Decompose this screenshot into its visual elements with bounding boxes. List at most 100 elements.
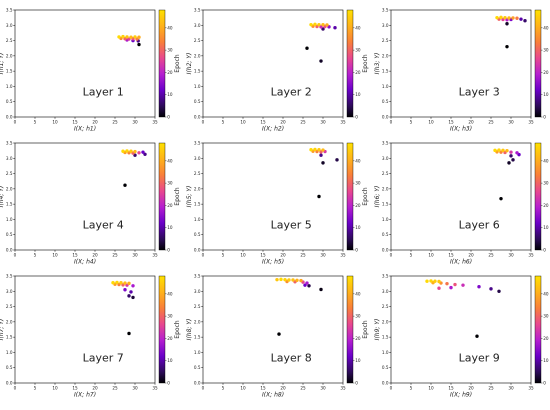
colorbar-tick-label: 40 [167, 25, 173, 30]
y-tick-label: 0.0 [6, 248, 13, 253]
data-point [111, 281, 115, 285]
y-tick-label: 1.5 [382, 335, 389, 340]
x-axis-label: I(X; h4) [74, 259, 96, 266]
x-tick-label: 30 [132, 253, 138, 258]
x-tick-label: 10 [240, 386, 246, 391]
x-axis-label: I(X; h9) [450, 392, 472, 399]
x-tick-label: 20 [92, 120, 98, 125]
colorbar-tick-label: 0 [167, 381, 170, 386]
x-tick-label: 5 [222, 120, 225, 125]
data-point [453, 282, 457, 287]
colorbar-tick-label: 10 [543, 225, 549, 230]
y-tick-label: 2.0 [6, 53, 13, 58]
data-point [133, 35, 137, 39]
x-tick-label: 10 [428, 253, 434, 258]
colorbar-tick-label: 30 [543, 181, 549, 186]
colorbar-tick-label: 40 [355, 25, 361, 30]
x-tick-label: 25 [300, 253, 306, 258]
colorbar-tick-label: 20 [355, 70, 361, 75]
colorbar-tick-label: 10 [355, 358, 361, 363]
x-tick-label: 0 [202, 120, 205, 125]
colorbar-label: Epoch [174, 187, 181, 206]
x-tick-label: 15 [72, 120, 78, 125]
x-tick-label: 0 [14, 120, 17, 125]
subplot-layer-2: 0 5 10 15 20 25 30 35 0.0 0.5 1.0 1.5 2.0 2.5 3.0 3.5 I(… [186, 8, 369, 133]
y-tick-label: 2.5 [194, 171, 201, 176]
data-point [123, 183, 127, 187]
colorbar-tick-label: 20 [543, 70, 549, 75]
x-tick-label: 35 [528, 253, 534, 258]
subplot-layer-8: 0 5 10 15 20 25 30 35 0.0 0.5 1.0 1.5 2.0 2.5 3.0 3.5 I(… [186, 274, 369, 399]
x-tick-label: 20 [468, 386, 474, 391]
x-tick-label: 25 [112, 120, 118, 125]
x-tick-label: 5 [410, 120, 413, 125]
colorbar-tick-label: 0 [355, 381, 358, 386]
data-point [319, 59, 323, 63]
data-point [319, 25, 323, 29]
y-tick-label: 1.5 [6, 202, 13, 207]
colorbar-label: Epoch [362, 187, 369, 206]
colorbar-tick-label: 40 [543, 291, 549, 296]
colorbar-tick-label: 0 [543, 115, 546, 120]
data-point [129, 149, 133, 153]
data-point [127, 331, 131, 336]
colorbar-tick-label: 30 [543, 314, 549, 319]
x-tick-label: 20 [92, 386, 98, 391]
colorbar-tick-label: 40 [543, 25, 549, 30]
data-point [129, 290, 133, 294]
x-tick-label: 10 [240, 253, 246, 258]
data-point [497, 289, 501, 293]
colorbar-tick-label: 30 [167, 181, 173, 186]
data-point [503, 15, 507, 20]
y-tick-label: 2.5 [382, 171, 389, 176]
data-point [433, 279, 437, 283]
colorbar-tick-label: 20 [167, 336, 173, 341]
x-tick-label: 5 [222, 253, 225, 258]
data-point [309, 22, 313, 27]
y-tick-label: 3.5 [194, 141, 201, 146]
colorbar-tick-label: 0 [543, 381, 546, 386]
y-tick-label: 1.0 [382, 350, 389, 355]
plot-area [14, 142, 156, 251]
x-axis-label: I(X; h8) [262, 392, 284, 399]
data-point [321, 161, 325, 165]
x-tick-label: 15 [448, 386, 454, 391]
y-tick-label: 1.0 [6, 350, 13, 355]
layer-annotation: Layer 1 [83, 86, 124, 99]
layer-annotation: Layer 5 [271, 219, 312, 232]
data-point [133, 149, 137, 154]
y-tick-label: 2.5 [6, 38, 13, 43]
data-point [313, 22, 317, 27]
y-tick-label: 2.0 [194, 53, 201, 58]
y-tick-label: 3.5 [382, 274, 389, 279]
y-tick-label: 3.0 [382, 156, 389, 161]
y-tick-label: 2.5 [382, 38, 389, 43]
data-point [137, 35, 141, 39]
data-point [519, 17, 523, 21]
x-tick-label: 5 [410, 253, 413, 258]
colorbar-tick-label: 40 [543, 158, 549, 163]
y-axis-label: I(h1; Y) [0, 53, 5, 75]
y-tick-label: 0.5 [194, 365, 201, 370]
y-tick-label: 1.5 [6, 335, 13, 340]
data-point [123, 288, 127, 292]
colorbar-tick-label: 40 [355, 291, 361, 296]
x-tick-label: 20 [280, 386, 286, 391]
y-tick-label: 3.0 [194, 289, 201, 294]
data-point [437, 279, 441, 284]
data-point [499, 15, 503, 20]
y-tick-label: 0.5 [194, 232, 201, 237]
y-tick-label: 1.0 [382, 84, 389, 89]
colorbar-tick-label: 10 [167, 358, 173, 363]
x-tick-label: 15 [260, 253, 266, 258]
y-tick-label: 0.0 [382, 381, 389, 386]
data-point [475, 334, 479, 338]
x-tick-label: 10 [428, 386, 434, 391]
y-tick-label: 1.0 [194, 84, 201, 89]
data-point [295, 278, 299, 282]
data-point [335, 158, 339, 162]
data-point [321, 148, 325, 152]
colorbar-tick-label: 30 [543, 48, 549, 53]
y-tick-label: 2.0 [6, 186, 13, 191]
